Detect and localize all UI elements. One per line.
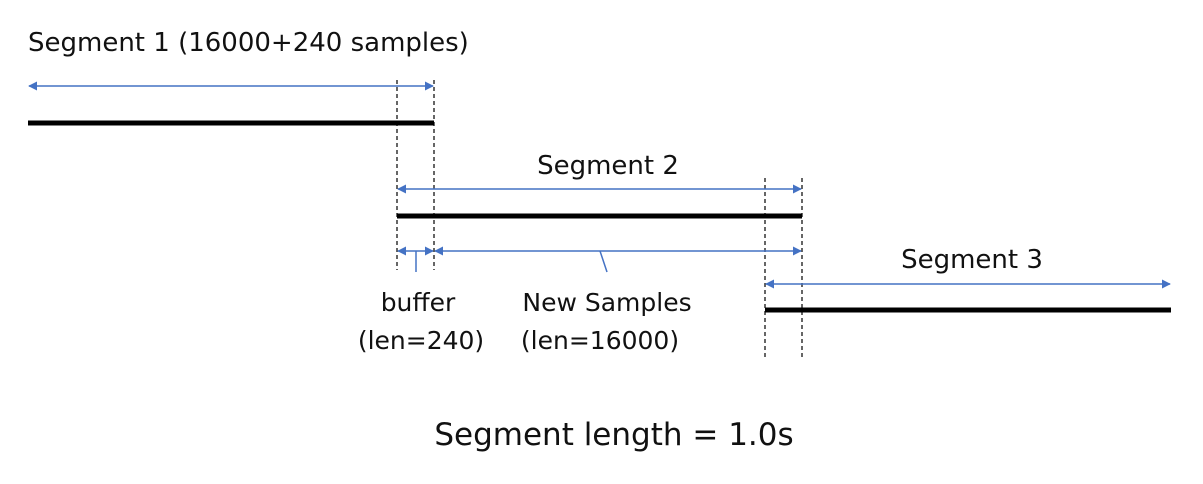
footer-caption: Segment length = 1.0s (434, 417, 793, 453)
buffer-length-label: (len=240) (358, 326, 484, 355)
segment-2-label: Segment 2 (537, 151, 679, 181)
buffer-label: buffer (381, 288, 456, 317)
new-samples-leader-line (599, 250, 608, 273)
new-samples-length-label: (len=16000) (521, 326, 679, 355)
segment-1-label: Segment 1 (16000+240 samples) (28, 28, 469, 58)
new-samples-label: New Samples (522, 288, 691, 317)
segment-3-label: Segment 3 (901, 245, 1043, 275)
segment-bars (28, 120, 1171, 313)
span-arrows (28, 81, 1171, 289)
guide-lines (396, 80, 803, 360)
